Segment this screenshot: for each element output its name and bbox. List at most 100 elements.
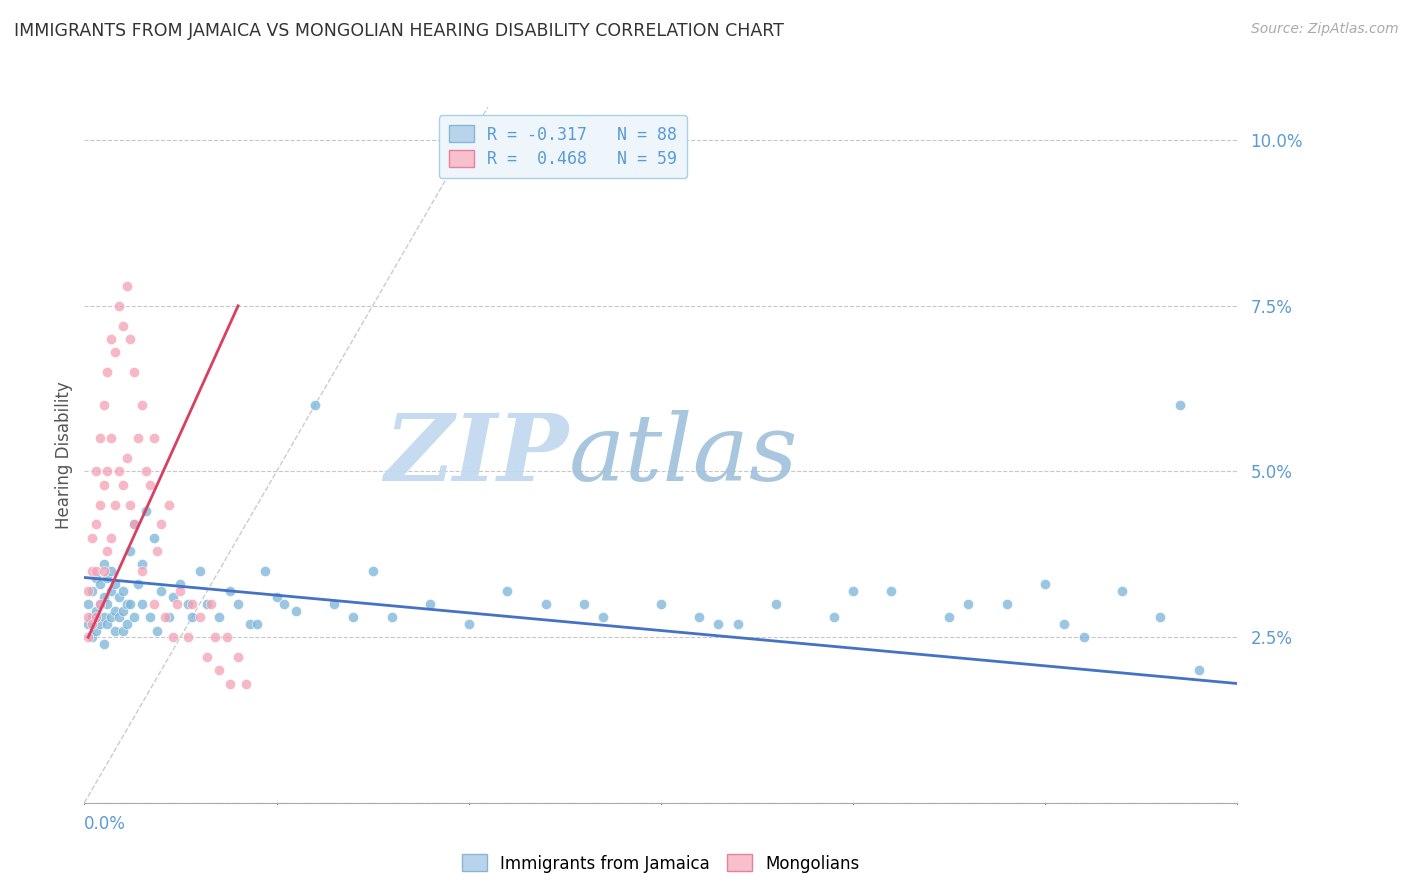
Point bbox=[100, 610, 122, 624]
Point bbox=[84, 570, 107, 584]
Point bbox=[157, 610, 180, 624]
Point bbox=[995, 597, 1018, 611]
Point bbox=[124, 517, 146, 532]
Point bbox=[115, 279, 138, 293]
Point bbox=[93, 564, 115, 578]
Point bbox=[104, 624, 127, 638]
Point bbox=[89, 597, 111, 611]
Point bbox=[80, 616, 103, 631]
Point bbox=[496, 583, 519, 598]
Point bbox=[534, 597, 557, 611]
Point bbox=[93, 398, 115, 412]
Point bbox=[96, 544, 118, 558]
Point bbox=[273, 597, 295, 611]
Point bbox=[84, 465, 107, 479]
Point bbox=[166, 597, 188, 611]
Point bbox=[188, 564, 211, 578]
Point bbox=[146, 544, 169, 558]
Point bbox=[93, 610, 115, 624]
Point bbox=[765, 597, 787, 611]
Point bbox=[84, 564, 107, 578]
Point bbox=[162, 630, 184, 644]
Point bbox=[150, 583, 173, 598]
Point bbox=[93, 591, 115, 605]
Point bbox=[342, 610, 364, 624]
Point bbox=[89, 431, 111, 445]
Point bbox=[1111, 583, 1133, 598]
Point bbox=[142, 431, 165, 445]
Point bbox=[219, 676, 242, 690]
Point bbox=[111, 318, 134, 333]
Point bbox=[96, 616, 118, 631]
Point bbox=[169, 583, 191, 598]
Point bbox=[111, 477, 134, 491]
Point bbox=[84, 517, 107, 532]
Point bbox=[104, 577, 127, 591]
Point bbox=[84, 610, 107, 624]
Point bbox=[100, 564, 122, 578]
Point bbox=[650, 597, 672, 611]
Point bbox=[361, 564, 384, 578]
Point bbox=[188, 610, 211, 624]
Point bbox=[100, 431, 122, 445]
Point bbox=[80, 583, 103, 598]
Point bbox=[169, 577, 191, 591]
Point bbox=[419, 597, 441, 611]
Point bbox=[80, 531, 103, 545]
Point bbox=[153, 610, 176, 624]
Point bbox=[120, 544, 142, 558]
Point bbox=[124, 365, 146, 379]
Point bbox=[84, 604, 107, 618]
Point bbox=[572, 597, 595, 611]
Point bbox=[1149, 610, 1171, 624]
Point bbox=[111, 624, 134, 638]
Text: ZIP: ZIP bbox=[384, 410, 568, 500]
Point bbox=[823, 610, 845, 624]
Point bbox=[111, 583, 134, 598]
Point bbox=[96, 465, 118, 479]
Point bbox=[93, 558, 115, 572]
Point bbox=[938, 610, 960, 624]
Point bbox=[115, 451, 138, 466]
Point bbox=[323, 597, 346, 611]
Point bbox=[592, 610, 614, 624]
Point bbox=[1033, 577, 1056, 591]
Point bbox=[707, 616, 730, 631]
Point bbox=[177, 630, 200, 644]
Point bbox=[181, 610, 204, 624]
Point bbox=[253, 564, 276, 578]
Point bbox=[108, 610, 131, 624]
Point bbox=[115, 597, 138, 611]
Point bbox=[239, 616, 262, 631]
Point bbox=[138, 477, 160, 491]
Point bbox=[162, 591, 184, 605]
Point bbox=[115, 616, 138, 631]
Point bbox=[142, 597, 165, 611]
Point bbox=[89, 577, 111, 591]
Point bbox=[195, 597, 218, 611]
Point bbox=[131, 564, 153, 578]
Point bbox=[208, 663, 231, 677]
Point bbox=[1168, 398, 1191, 412]
Point bbox=[142, 531, 165, 545]
Point bbox=[226, 597, 249, 611]
Point bbox=[157, 498, 180, 512]
Point bbox=[77, 616, 100, 631]
Point bbox=[93, 477, 115, 491]
Point bbox=[77, 597, 100, 611]
Point bbox=[96, 570, 118, 584]
Point bbox=[127, 577, 149, 591]
Point bbox=[77, 610, 100, 624]
Point bbox=[146, 624, 169, 638]
Point bbox=[246, 616, 269, 631]
Point bbox=[135, 504, 157, 518]
Point bbox=[226, 650, 249, 665]
Point bbox=[111, 604, 134, 618]
Point bbox=[235, 676, 257, 690]
Point bbox=[131, 597, 153, 611]
Point bbox=[108, 299, 131, 313]
Point bbox=[77, 630, 100, 644]
Point bbox=[284, 604, 307, 618]
Legend: Immigrants from Jamaica, Mongolians: Immigrants from Jamaica, Mongolians bbox=[456, 847, 866, 880]
Point bbox=[880, 583, 903, 598]
